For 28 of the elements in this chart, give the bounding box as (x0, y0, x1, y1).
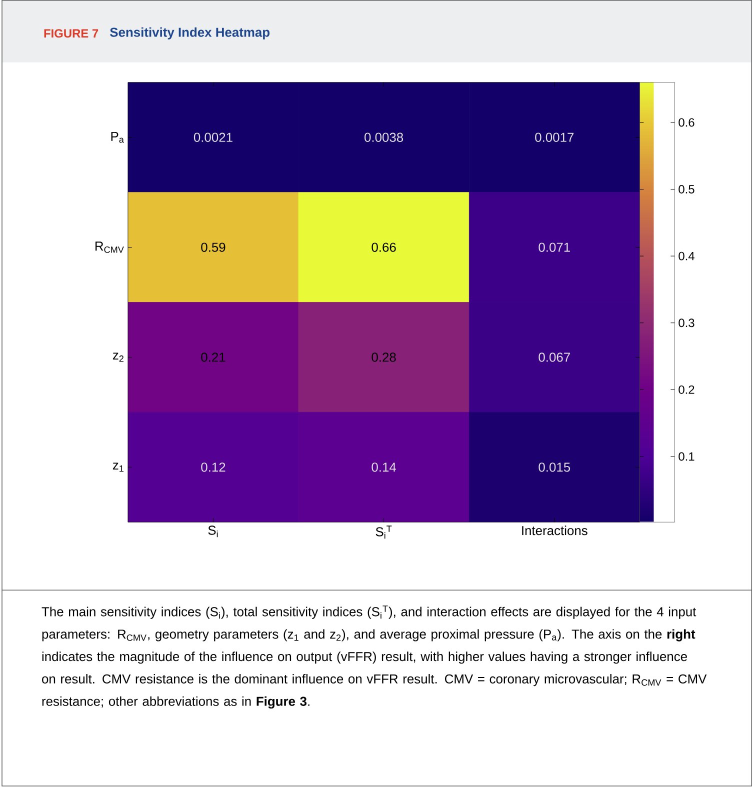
x-tick-label: S$_{i}$T (376, 526, 392, 539)
data-label: 0.28 (372, 352, 396, 362)
text: The main sensitivity indices (S$_{i}$), total sensitivity indices (S$_{i}$$^{T}$), and interaction effects are displayed for the 4 input parameters: R$_{CMV}$, geometry parameters (z$_{1}$ and z$_{2}$), and average proximal pressure (P$_{a}$). The axis on the right indicates the magnitude of the influence on output (vFFR) result, with higher values having a stronger influence on result. CMV resistance is the dominant influence on vFFR result. CMV = coronary microvascular; R$_{CMV}$ = CMV resistance; other abbreviations as in Figure 3. (42, 606, 707, 709)
y-tick-label: R$_{CMV}$ (96, 242, 124, 253)
chart-title: FIGURE 7 (44, 29, 98, 38)
chart-subtitle: Sensitivity Index Heatmap (110, 27, 270, 40)
color-bar-label: 0.5 (678, 185, 694, 194)
color-bar-label: 0.2 (678, 385, 694, 394)
data-label: 0.015 (538, 462, 570, 472)
y-tick-label: z$_{1}$ (113, 462, 124, 472)
color-bar-label: 0.4 (678, 252, 695, 260)
color-bar-label: 0.1 (678, 452, 694, 461)
x-tick-label: Interactions (522, 526, 588, 536)
data-label: 0.59 (201, 242, 226, 252)
color-bar-label: 0.3 (678, 318, 694, 328)
data-label: 0.0038 (364, 132, 404, 142)
data-label: 0.067 (538, 352, 570, 362)
x-tick-label: S$_{i}$ (208, 526, 218, 538)
data-label: 0.21 (201, 352, 226, 362)
data-label: 0.071 (538, 242, 570, 252)
data-label: 0.14 (372, 462, 396, 472)
data-label: 0.0021 (194, 132, 233, 142)
y-tick-label: z$_{2}$ (113, 352, 124, 362)
data-label: 0.12 (201, 462, 226, 472)
data-label: 0.66 (372, 242, 396, 252)
data-label: 0.0017 (535, 132, 574, 142)
y-tick-label: P$_{a}$ (111, 132, 124, 143)
color-bar-label: 0.6 (678, 118, 694, 127)
